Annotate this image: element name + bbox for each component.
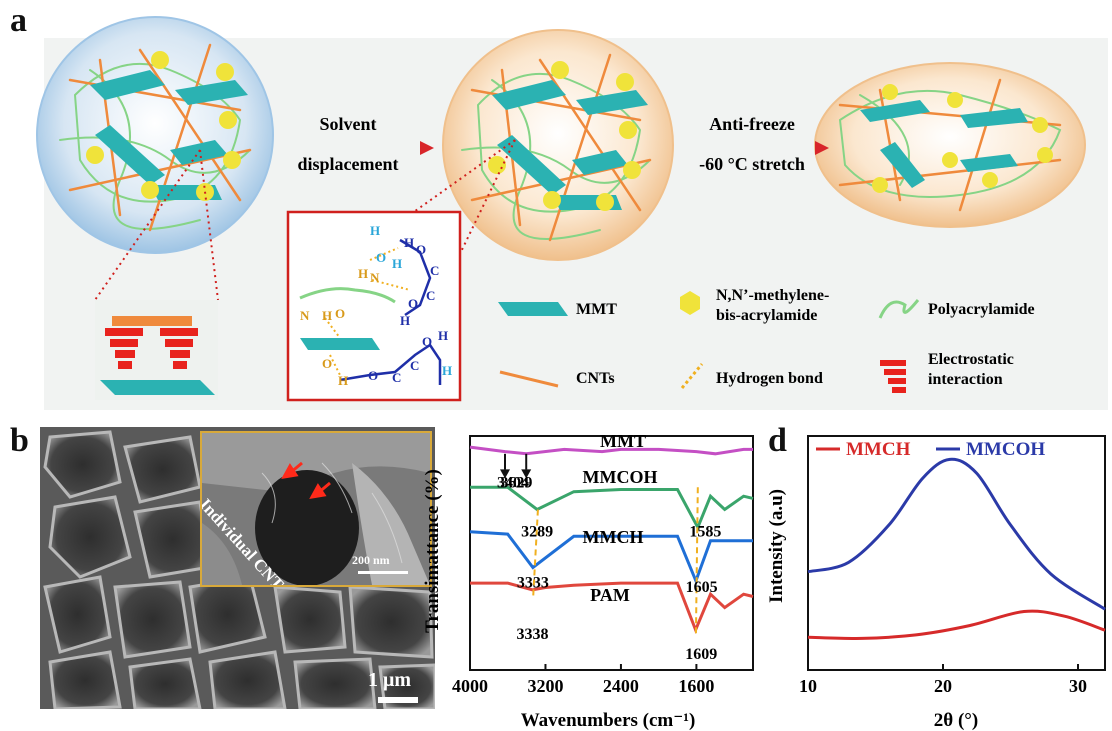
atom-h-7: H — [338, 373, 348, 388]
legend-cnts-label: CNTs — [576, 370, 615, 387]
legend-polyacrylamide-label: Polyacrylamide — [928, 301, 1035, 318]
ftir-ylabel: Transimattance (%) — [422, 469, 443, 633]
xrd-xtick-label-10: 10 — [799, 676, 817, 696]
legend-mmch-label: MMCH — [846, 439, 911, 460]
atom-h-4: H — [400, 313, 410, 328]
legend-mmt-label: MMT — [576, 301, 617, 318]
atom-c-2: C — [426, 288, 435, 303]
arrow1-label-line1: Solvent — [319, 114, 376, 134]
xrd-plot-frame — [807, 435, 1106, 671]
ftir-xtick-label-2400: 2400 — [603, 676, 639, 696]
panel-a-schematic: Solvent displacement Anti-freeze -60 °C … — [36, 16, 1108, 410]
legend-mmt-icon — [498, 302, 568, 316]
atom-n-1: N — [370, 270, 380, 285]
ftir-peak-label-1585: 1585 — [689, 523, 721, 540]
ftir-xtick-label-1600: 1600 — [678, 676, 714, 696]
legend-icons — [498, 291, 920, 393]
ftir-series-mmch — [469, 530, 753, 586]
atom-h-1: H — [370, 223, 380, 238]
atom-c-4: C — [410, 358, 419, 373]
schematic-canvas: Solvent displacement Anti-freeze -60 °C … — [36, 16, 1086, 402]
legend-hbond-icon — [680, 363, 704, 389]
atom-n-2: N — [300, 308, 310, 323]
legend-electrostatic-icon — [880, 360, 906, 393]
electrostatic-inset — [95, 300, 218, 400]
ftir-series-label-mmt: MMT — [600, 431, 646, 451]
atom-h-9: H — [442, 363, 452, 378]
ftir-series-label-pam: PAM — [590, 585, 630, 605]
legend-mmcoh-label: MMCOH — [966, 439, 1045, 460]
legend-crosslinker-label-2: bis-acrylamide — [716, 307, 817, 324]
atom-o-2: O — [416, 242, 426, 257]
arrowhead-2 — [815, 141, 829, 155]
arrow2-label-line2: -60 °C stretch — [699, 154, 805, 174]
panel-b-letter: b — [10, 422, 29, 459]
sem-image: Individual CNTs 200 nm 1 μm — [40, 427, 435, 709]
arrow1-label-line2: displacement — [298, 154, 399, 174]
atom-o-1: O — [376, 250, 386, 265]
xrd-series-mmcoh — [807, 457, 1106, 611]
network-sphere-1 — [59, 43, 252, 232]
xrd-xtick-label-20: 20 — [934, 676, 952, 696]
sem-inset-scale-label: 200 nm — [352, 553, 390, 567]
ftir-xtick-label-4000: 4000 — [452, 676, 488, 696]
atom-o-5: O — [322, 356, 332, 371]
ftir-peak-label-3338: 3338 — [516, 626, 548, 643]
legend-polyacrylamide-icon — [878, 299, 920, 319]
legend-hbond-label: Hydrogen bond — [716, 370, 823, 387]
atom-o-4: O — [335, 306, 345, 321]
ftir-peak-label-1605: 1605 — [686, 579, 718, 596]
xrd-series-mmch — [807, 609, 1106, 640]
ftir-guide-line-1 — [532, 509, 539, 597]
atom-h-8: H — [438, 328, 448, 343]
ftir-arrowhead-0 — [499, 469, 510, 479]
ftir-guide-line-2 — [694, 487, 699, 635]
arrowhead-1 — [420, 141, 434, 155]
atom-o-6: O — [368, 368, 378, 383]
xrd-xtick-label-30: 30 — [1069, 676, 1087, 696]
atom-h-5: H — [358, 266, 368, 281]
atom-c-1: C — [430, 263, 439, 278]
ftir-series-label-mmcoh: MMCOH — [583, 467, 658, 487]
ftir-peak-label-3629: 3629 — [500, 474, 532, 491]
legend-crosslinker-icon — [680, 291, 700, 315]
sem-inset-texture — [202, 433, 430, 585]
xrd-chart: 10 20 30 Intensity (a.u) 2θ (°) MMCH MMCOH — [768, 435, 1106, 731]
sem-inset: Individual CNTs 200 nm — [200, 431, 432, 587]
ftir-peak-label-3289: 3289 — [521, 523, 553, 540]
arrow2-label-line1: Anti-freeze — [709, 114, 795, 134]
ftir-series-mmcoh — [470, 485, 754, 531]
legend-electrostatic-label-1: Electrostatic — [928, 351, 1014, 368]
sem-scale-label: 1 μm — [368, 669, 411, 691]
ftir-arrowhead-1 — [521, 469, 532, 479]
atom-h-3: H — [404, 235, 414, 250]
ftir-peak-label-3404: 3404 — [497, 474, 529, 491]
ftir-series-mmt — [469, 445, 753, 456]
hydrogen-bond-inset — [286, 210, 462, 402]
atom-c-3: C — [392, 370, 401, 385]
ftir-chart: 4000 3200 2400 1600 MMT MMCOH MMCH PAM 36293404… — [422, 431, 754, 731]
ftir-series-pam — [470, 581, 754, 634]
ftir-peak-label-3333: 3333 — [517, 575, 549, 592]
legend-cnts-icon — [499, 370, 559, 388]
panel-a-letter: a — [10, 2, 27, 39]
ftir-xlabel: Wavenumbers (cm⁻¹) — [521, 710, 696, 731]
atom-o-3: O — [408, 296, 418, 311]
xrd-xlabel: 2θ (°) — [934, 710, 978, 731]
legend-electrostatic-label-2: interaction — [928, 371, 1003, 388]
legend-crosslinker-label-1: N,N’-methylene- — [716, 287, 829, 304]
hydrogel-ellipse-stretched — [814, 62, 1086, 228]
ftir-xtick-label-3200: 3200 — [527, 676, 563, 696]
ftir-series-label-mmch: MMCH — [583, 527, 644, 547]
atom-h-6: H — [322, 308, 332, 323]
atom-h-2: H — [392, 256, 402, 271]
xrd-ylabel: Intensity (a.u) — [768, 489, 787, 603]
panel-d-letter: d — [768, 422, 787, 459]
atom-o-7: O — [422, 334, 432, 349]
network-sphere-3 — [838, 78, 1062, 212]
network-sphere-2 — [461, 53, 652, 242]
sem-scale-bar — [378, 697, 418, 703]
ftir-peak-label-1609: 1609 — [685, 646, 717, 663]
inset-atom-labels: H O H H O C C O H H N N H O O H O C C H … — [300, 223, 452, 388]
